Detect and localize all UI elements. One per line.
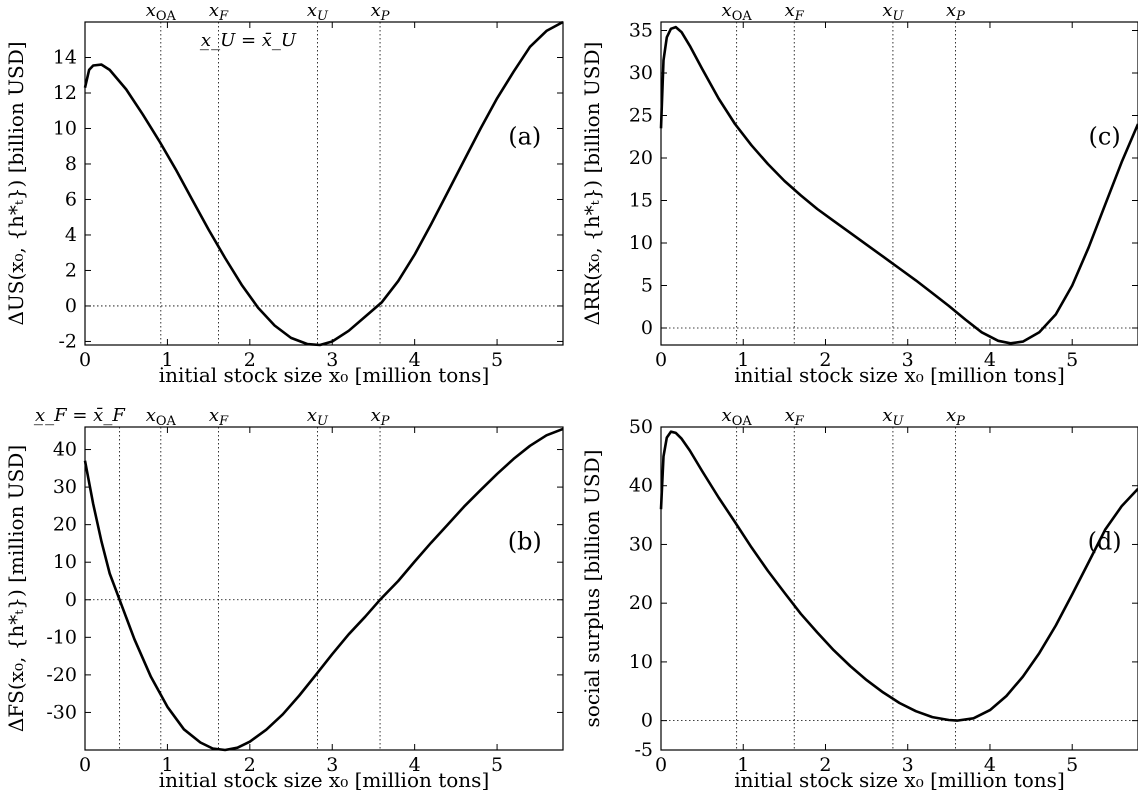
y-tick-label: -5 (634, 739, 653, 761)
x-tick-label: 0 (79, 754, 91, 776)
y-tick-label: 6 (65, 188, 77, 210)
x-tick-label: 5 (491, 754, 503, 776)
y-tick-label: 0 (65, 295, 77, 317)
vline-label-x_OA: xOA (146, 0, 177, 24)
y-tick-label: 20 (53, 514, 77, 536)
vline-label-x_OA: xOA (146, 405, 177, 429)
x-tick-label: 1 (161, 754, 173, 776)
x-tick-label: 2 (244, 754, 256, 776)
series-line (83, 20, 564, 347)
vline-label-x_U: xU (307, 405, 329, 429)
x-tick-label: 0 (79, 349, 91, 371)
y-tick-label: 50 (629, 416, 653, 438)
vline-label-x_F: xF (209, 405, 229, 429)
vline-label-x_F: xF (209, 0, 229, 24)
y-tick-label: 5 (641, 275, 653, 297)
x-tick-label: 0 (655, 754, 667, 776)
vline-label-x_F: xF (785, 405, 805, 429)
annotation: x̲_U = x̄_U (200, 30, 297, 51)
y-tick-label: 12 (53, 82, 77, 104)
vline-label-x_P: xP (946, 0, 965, 24)
y-tick-label: -10 (46, 626, 77, 648)
y-axis-label: ΔRR(x₀, {h*ₜ}) [billion USD] (580, 42, 604, 326)
y-tick-label: 35 (629, 20, 653, 42)
x-tick-label: 2 (244, 349, 256, 371)
panel-label: (b) (508, 528, 542, 556)
y-tick-label: 2 (65, 259, 77, 281)
panel-label: (a) (508, 123, 541, 151)
x-tick-label: 4 (984, 349, 996, 371)
vline-label-x_P: xP (371, 405, 390, 429)
x-tick-label: 3 (326, 754, 338, 776)
vline-label-x_U: xU (307, 0, 329, 24)
vline-label-x_F: xF (785, 0, 805, 24)
y-tick-label: 30 (629, 533, 653, 555)
series-line (659, 25, 1138, 345)
panel-a: xOA xF xU xPx̲_U = x̄_U0 1 2 3 4 5-202468101214i… (4, 0, 564, 387)
y-tick-label: 20 (629, 592, 653, 614)
x-tick-label: 3 (902, 754, 914, 776)
plot-frame (660, 21, 1138, 346)
y-tick-label: 40 (629, 475, 653, 497)
vline-label-x_U: xU (882, 0, 904, 24)
y-tick-label: 0 (641, 710, 653, 732)
series-line (83, 427, 564, 752)
annotation: x̲_F = x̄_F (34, 405, 126, 426)
y-tick-label: 40 (53, 439, 77, 461)
x-axis-label: initial stock size x₀ [million tons] (734, 363, 1065, 387)
x-axis-label: initial stock size x₀ [million tons] (734, 768, 1065, 792)
panel-label: (d) (1088, 528, 1122, 556)
y-tick-label: -20 (46, 664, 77, 686)
x-tick-label: 4 (409, 754, 421, 776)
y-tick-label: 10 (53, 117, 77, 139)
plot-frame (84, 21, 564, 346)
x-axis-label: initial stock size x₀ [million tons] (159, 768, 490, 792)
y-tick-label: 10 (53, 551, 77, 573)
y-tick-label: 0 (65, 589, 77, 611)
plot-frame (660, 426, 1138, 751)
y-tick-label: 10 (629, 651, 653, 673)
x-axis-label: initial stock size x₀ [million tons] (159, 363, 490, 387)
y-tick-label: 20 (629, 147, 653, 169)
plot-frame (84, 426, 564, 751)
x-tick-label: 5 (1066, 754, 1078, 776)
vline-label-x_OA: xOA (722, 0, 753, 24)
y-tick-label: -30 (46, 701, 77, 723)
vline-label-x_P: xP (946, 405, 965, 429)
y-axis-label: social surplus [billion USD] (580, 450, 604, 728)
x-tick-label: 3 (902, 349, 914, 371)
y-axis-label: ΔFS(x₀, {h*ₜ}) [million USD] (4, 445, 28, 732)
y-tick-label: 30 (53, 476, 77, 498)
y-tick-label: 10 (629, 232, 653, 254)
x-tick-label: 4 (409, 349, 421, 371)
y-axis-label: ΔUS(x₀, {h*ₜ}) [billion USD] (4, 41, 28, 325)
panel-b: xOA xF xU xP x̲_F = x̄_F 0 1 2 3 4 5 -30 -20 -10 0 10 20… (4, 405, 564, 792)
x-tick-label: 1 (737, 754, 749, 776)
y-tick-label: 30 (629, 62, 653, 84)
x-tick-label: 2 (819, 349, 831, 371)
panel-label: (c) (1089, 123, 1121, 151)
y-tick-label: 15 (629, 190, 653, 212)
x-tick-label: 3 (326, 349, 338, 371)
x-tick-label: 4 (984, 754, 996, 776)
x-tick-label: 2 (819, 754, 831, 776)
y-tick-label: -2 (58, 330, 77, 352)
vline-label-x_P: xP (371, 0, 390, 24)
vline-label-x_OA: xOA (722, 405, 753, 429)
x-tick-label: 0 (655, 349, 667, 371)
x-tick-label: 5 (1066, 349, 1078, 371)
y-tick-label: 14 (53, 46, 77, 68)
x-tick-label: 1 (161, 349, 173, 371)
y-tick-label: 25 (629, 105, 653, 127)
y-tick-label: 0 (641, 317, 653, 339)
series-line (659, 430, 1138, 722)
vline-label-x_U: xU (882, 405, 904, 429)
x-tick-label: 5 (491, 349, 503, 371)
y-tick-label: 4 (65, 224, 77, 246)
panel-c: xOA xF xU xP 0 1 2 3 4 5 0 5 10 15 20 25 30 35 initial sto… (580, 0, 1138, 387)
x-tick-label: 1 (737, 349, 749, 371)
y-tick-label: 8 (65, 153, 77, 175)
